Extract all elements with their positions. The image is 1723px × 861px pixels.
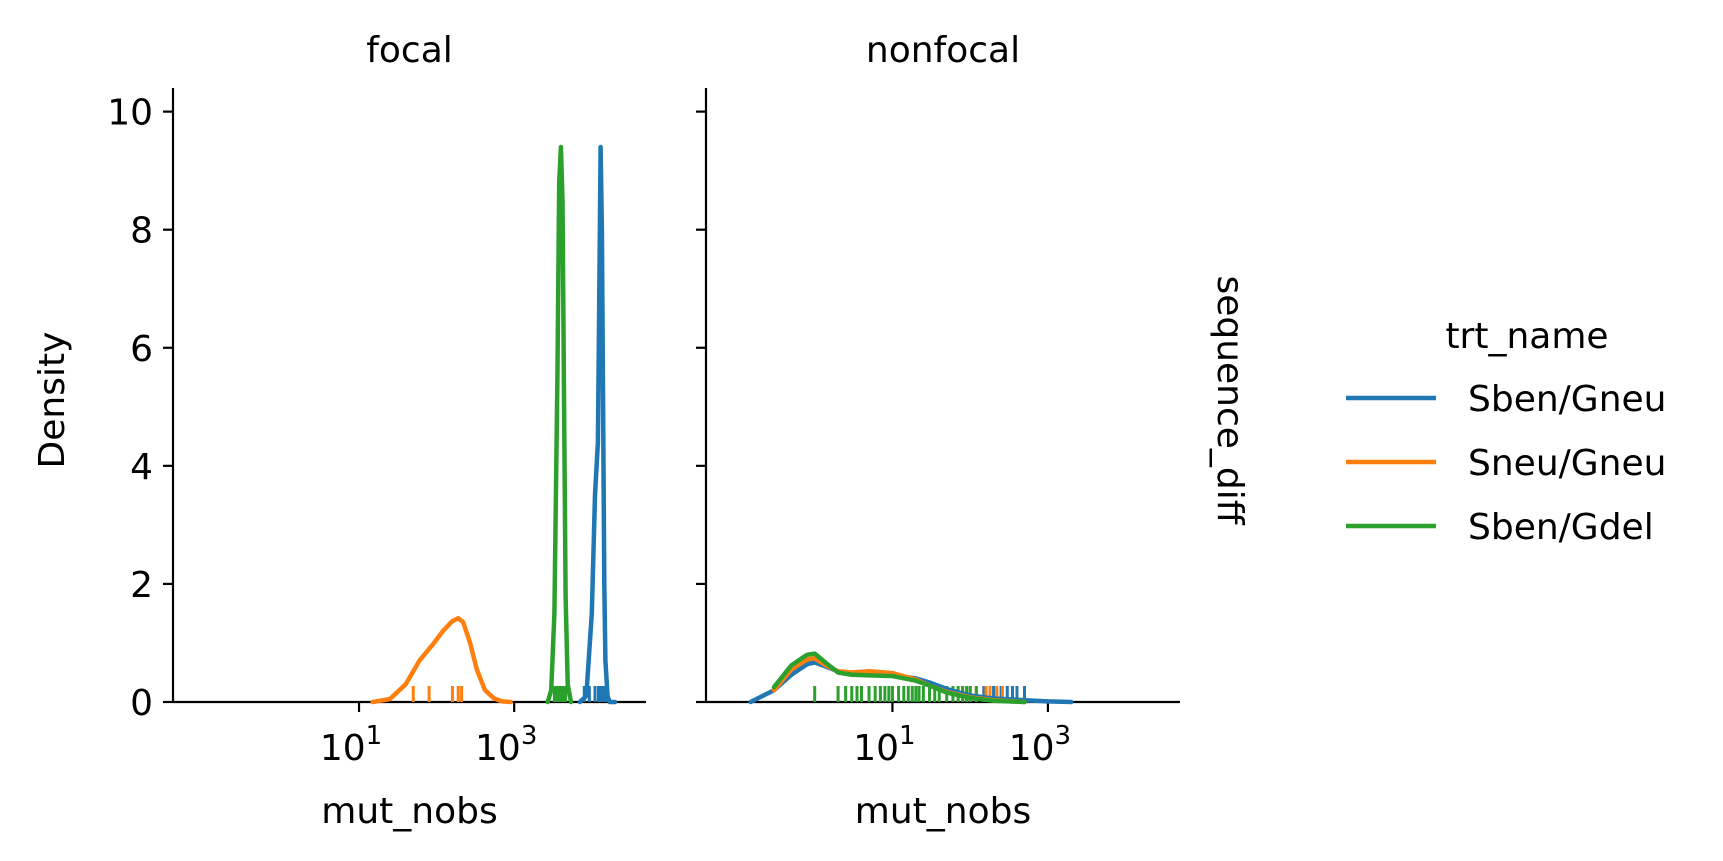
density-line-sben-gdel — [771, 651, 1027, 705]
y-tick-label: 8 — [130, 211, 153, 252]
panel-nonfocal: nonfocal 101 103 mut_nobs — [696, 30, 1180, 832]
legend-entry-label: Sben/Gneu — [1468, 379, 1666, 420]
y-tick-label: 0 — [130, 683, 153, 724]
density-line-sneu-gneu — [370, 615, 513, 705]
x-tick-label: 103 — [1009, 721, 1071, 769]
legend-entry-label: Sben/Gdel — [1468, 507, 1654, 548]
y-tick-label: 2 — [130, 565, 153, 606]
legend: trt_name Sben/Gneu Sneu/Gneu Sben/Gdel — [1346, 316, 1666, 548]
x-tick-label: 101 — [320, 721, 382, 769]
panel-title: focal — [366, 30, 453, 71]
facet-variable-label: sequence_diff — [1209, 275, 1250, 525]
density-line-sben-gneu — [577, 144, 618, 705]
panel-focal: focal 0 2 4 6 8 10 101 103 mut_nobs — [107, 30, 646, 832]
x-axis-label: mut_nobs — [321, 791, 497, 832]
x-axis-label: mut_nobs — [855, 791, 1031, 832]
y-tick-label: 10 — [107, 93, 153, 134]
y-tick-label: 4 — [130, 447, 153, 488]
series-sneu-gneu — [411, 686, 464, 702]
x-tick-label: 103 — [475, 721, 537, 769]
y-tick-label: 6 — [130, 329, 153, 370]
y-axis-label: Density — [32, 332, 73, 469]
x-tick-label: 101 — [853, 721, 915, 769]
legend-entry-label: Sneu/Gneu — [1468, 443, 1666, 484]
series-sben-gdel — [552, 686, 568, 702]
density-line-sben-gdel — [545, 144, 574, 705]
legend-title: trt_name — [1445, 316, 1608, 357]
panel-title: nonfocal — [866, 30, 1020, 71]
